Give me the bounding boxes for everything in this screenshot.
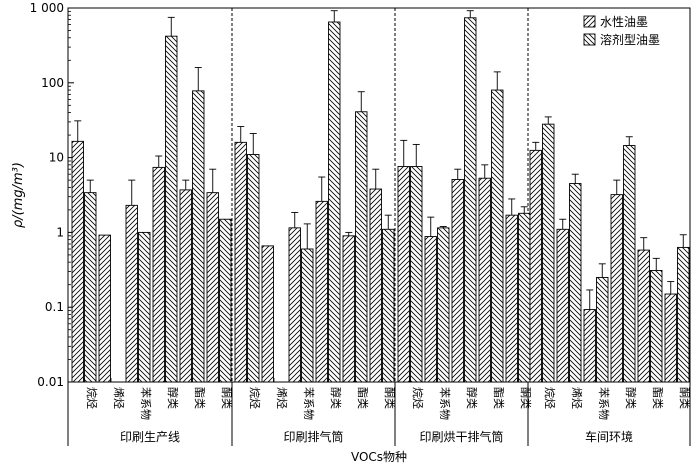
y-tick-label: 100 — [41, 76, 64, 90]
bar — [451, 179, 464, 383]
x-tick-label: 酯类 — [651, 387, 665, 409]
bar — [179, 189, 192, 383]
x-tick-label: 苯系物 — [139, 387, 153, 420]
y-tick-label: 0.01 — [37, 375, 64, 389]
bar — [288, 227, 301, 383]
legend-label: 水性油墨 — [600, 15, 648, 29]
bar — [637, 249, 650, 383]
x-tick-label: 酯类 — [193, 387, 207, 409]
x-tick-label: 苯系物 — [438, 387, 452, 420]
x-tick-label: 酯类 — [356, 387, 370, 409]
x-tick-label: 醇类 — [166, 387, 180, 409]
legend-swatch — [583, 15, 596, 28]
bar — [219, 218, 232, 383]
x-tick-label: 烷烃 — [248, 387, 262, 409]
x-tick-label: 苯系物 — [302, 387, 316, 420]
x-tick-label: 醇类 — [329, 387, 343, 409]
bar — [315, 200, 328, 383]
bar — [542, 123, 555, 383]
bar — [596, 276, 609, 383]
y-tick-label: 10 — [49, 151, 64, 165]
y-axis-label: ρ/(mg/m³) — [11, 162, 26, 228]
x-tick-label: 烯烃 — [570, 387, 583, 409]
x-tick-label: 苯系物 — [597, 387, 611, 420]
legend-label: 溶剂型油墨 — [600, 32, 660, 47]
bar — [71, 140, 84, 383]
bar — [234, 141, 247, 383]
bar — [556, 228, 569, 383]
bar — [98, 234, 111, 383]
bar — [125, 204, 138, 383]
bar — [192, 90, 205, 383]
bar — [464, 17, 477, 383]
bar — [583, 309, 596, 383]
x-tick-label: 酮类 — [519, 387, 533, 409]
bar — [529, 149, 542, 383]
group-label: 车间环境 — [585, 429, 633, 444]
bar — [410, 166, 423, 383]
y-tick-label: 1 — [56, 225, 64, 239]
bar — [328, 21, 341, 383]
group-label: 印刷排气筒 — [283, 429, 343, 444]
bar — [437, 227, 450, 383]
bar — [505, 214, 518, 383]
x-tick-label: 烯烃 — [275, 387, 288, 409]
x-tick-label: 烯烃 — [112, 387, 125, 409]
bar — [152, 166, 165, 383]
bar — [301, 248, 314, 383]
x-axis-label: VOCs物种 — [351, 450, 407, 464]
legend-swatch — [583, 33, 596, 46]
bar — [382, 228, 395, 383]
bar — [84, 192, 97, 383]
bar — [623, 145, 636, 383]
bar — [569, 183, 582, 383]
bar — [650, 269, 663, 383]
bar — [397, 166, 410, 383]
bar — [342, 235, 355, 383]
x-tick-label: 烷烃 — [85, 387, 99, 409]
bar — [138, 231, 151, 383]
y-tick-label: 1 000 — [30, 1, 64, 15]
bar — [261, 245, 274, 383]
x-tick-label: 酯类 — [492, 387, 506, 409]
bar — [664, 293, 677, 383]
x-tick-label: 醇类 — [465, 387, 479, 409]
y-tick-label: 0.1 — [45, 300, 64, 314]
x-tick-label: 烷烃 — [411, 387, 425, 409]
bar — [478, 177, 491, 383]
x-tick-label: 烷烃 — [543, 387, 557, 409]
bar — [355, 111, 368, 383]
bar — [369, 188, 382, 383]
bars-layer — [71, 10, 690, 383]
bar — [677, 246, 690, 383]
group-label: 印刷生产线 — [120, 430, 180, 444]
bar — [165, 35, 178, 383]
x-tick-label: 酮类 — [678, 387, 692, 409]
bar — [206, 192, 219, 383]
x-tick-label: 醇类 — [624, 387, 638, 409]
bar — [518, 212, 531, 383]
bar — [610, 194, 623, 383]
bar — [491, 89, 504, 383]
group-label: 印刷烘干排气筒 — [419, 429, 503, 444]
x-tick-label: 酮类 — [220, 387, 234, 409]
x-tick-label: 酮类 — [383, 387, 397, 409]
bar — [247, 154, 260, 383]
bar — [424, 236, 437, 383]
